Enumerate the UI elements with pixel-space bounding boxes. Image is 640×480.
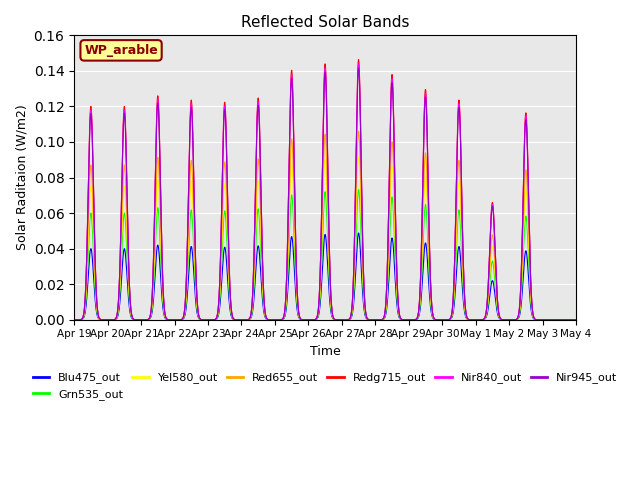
- Yel580_out: [508, 317, 516, 323]
- Yel580_out: [563, 317, 570, 323]
- Grn535_out: [127, 313, 135, 319]
- Line: Grn535_out: Grn535_out: [74, 190, 576, 320]
- Nir945_out: [572, 317, 580, 323]
- Grn535_out: [572, 317, 580, 323]
- Grn535_out: [355, 187, 362, 192]
- Yel580_out: [263, 316, 271, 322]
- Red655_out: [572, 317, 580, 323]
- Grn535_out: [70, 317, 78, 323]
- Nir840_out: [157, 217, 165, 223]
- Blu475_out: [285, 277, 292, 283]
- Blu475_out: [157, 283, 165, 289]
- Blu475_out: [70, 317, 78, 323]
- Nir840_out: [572, 317, 580, 323]
- Blu475_out: [127, 315, 135, 321]
- Grn535_out: [508, 317, 516, 323]
- Yel580_out: [285, 243, 292, 249]
- Redg715_out: [157, 216, 165, 221]
- Nir840_out: [508, 317, 516, 323]
- Red655_out: [157, 243, 165, 249]
- Line: Yel580_out: Yel580_out: [74, 157, 576, 320]
- Yel580_out: [157, 253, 165, 259]
- Nir840_out: [127, 310, 135, 316]
- Red655_out: [70, 317, 78, 323]
- Nir945_out: [563, 317, 570, 323]
- Redg715_out: [127, 310, 135, 316]
- Yel580_out: [127, 312, 135, 318]
- Nir945_out: [157, 219, 165, 225]
- Nir945_out: [355, 65, 362, 71]
- Redg715_out: [355, 57, 362, 62]
- Y-axis label: Solar Raditaion (W/m2): Solar Raditaion (W/m2): [15, 105, 28, 251]
- Blu475_out: [355, 230, 362, 236]
- Grn535_out: [563, 317, 570, 323]
- Legend: Blu475_out, Grn535_out, Yel580_out, Red655_out, Redg715_out, Nir840_out, Nir945_: Blu475_out, Grn535_out, Yel580_out, Red6…: [28, 368, 622, 404]
- Red655_out: [127, 312, 135, 318]
- Redg715_out: [70, 317, 78, 323]
- Line: Redg715_out: Redg715_out: [74, 60, 576, 320]
- Yel580_out: [572, 317, 580, 323]
- Blu475_out: [508, 317, 516, 323]
- Redg715_out: [508, 317, 516, 323]
- Blu475_out: [572, 317, 580, 323]
- Redg715_out: [263, 315, 271, 321]
- Nir840_out: [285, 201, 292, 206]
- Redg715_out: [285, 199, 292, 204]
- Nir945_out: [70, 317, 78, 323]
- Text: WP_arable: WP_arable: [84, 44, 158, 57]
- Nir945_out: [263, 315, 271, 321]
- Blu475_out: [263, 316, 271, 322]
- Nir840_out: [70, 317, 78, 323]
- Yel580_out: [70, 317, 78, 323]
- Grn535_out: [263, 316, 271, 322]
- Red655_out: [355, 128, 362, 134]
- Nir840_out: [563, 317, 570, 323]
- Nir840_out: [355, 61, 362, 67]
- Line: Nir945_out: Nir945_out: [74, 68, 576, 320]
- X-axis label: Time: Time: [310, 345, 340, 358]
- Grn535_out: [157, 266, 165, 272]
- Grn535_out: [285, 258, 292, 264]
- Red655_out: [285, 231, 292, 237]
- Nir945_out: [127, 311, 135, 316]
- Line: Blu475_out: Blu475_out: [74, 233, 576, 320]
- Title: Reflected Solar Bands: Reflected Solar Bands: [241, 15, 410, 30]
- Red655_out: [508, 317, 516, 323]
- Line: Nir840_out: Nir840_out: [74, 64, 576, 320]
- Red655_out: [563, 317, 570, 323]
- Nir945_out: [508, 317, 516, 323]
- Blu475_out: [563, 317, 570, 323]
- Nir945_out: [285, 203, 292, 208]
- Nir840_out: [263, 315, 271, 321]
- Redg715_out: [563, 317, 570, 323]
- Yel580_out: [355, 154, 362, 160]
- Redg715_out: [572, 317, 580, 323]
- Red655_out: [263, 316, 271, 322]
- Line: Red655_out: Red655_out: [74, 131, 576, 320]
